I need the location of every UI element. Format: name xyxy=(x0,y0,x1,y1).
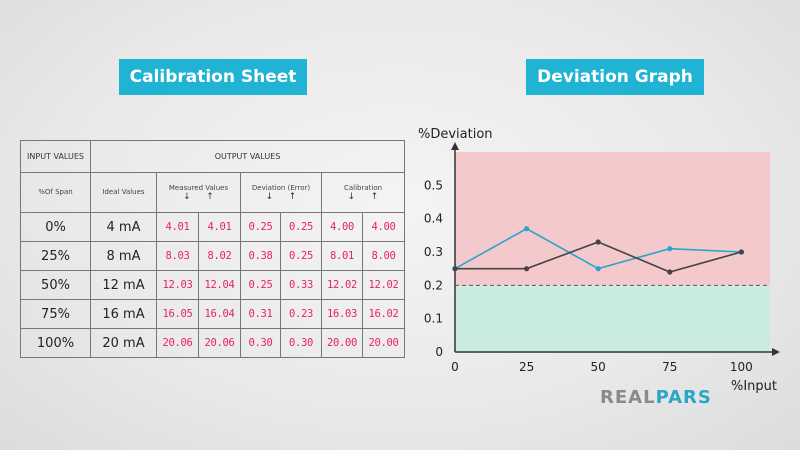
arrow-down-icon: ↓ xyxy=(265,191,274,202)
subheader-calibration: Calibration ↓ ↑ xyxy=(320,172,406,213)
y-tick-label: 0 xyxy=(435,345,443,359)
span-cell: 25% xyxy=(20,241,91,271)
subheader-deviation: Deviation (Error) ↓ ↑ xyxy=(240,172,322,213)
subheader-ideal: Ideal Values xyxy=(90,172,157,213)
below-threshold-region xyxy=(455,285,770,352)
span-cell: 75% xyxy=(20,299,91,329)
measured-up-cell: 4.01 xyxy=(198,212,241,242)
data-point xyxy=(667,246,673,252)
arrow-up-icon: ↑ xyxy=(288,191,297,202)
measured-down-cell: 16.05 xyxy=(156,299,199,329)
measured-up-cell: 12.04 xyxy=(198,270,241,300)
calibration-down-cell: 4.00 xyxy=(321,212,363,242)
data-point xyxy=(595,266,601,272)
y-tick-label: 0.2 xyxy=(424,278,443,292)
deviation-down-cell: 0.25 xyxy=(240,212,281,242)
subheader-measured: Measured Values ↓ ↑ xyxy=(156,172,241,213)
calibration-up-cell: 16.02 xyxy=(361,299,406,329)
deviation-graph-title: Deviation Graph xyxy=(526,59,704,95)
measured-up-cell: 20.06 xyxy=(198,328,241,358)
data-point xyxy=(667,269,673,275)
subheader-span: %Of Span xyxy=(20,172,91,213)
logo-part-real: REAL xyxy=(600,387,656,408)
y-axis-label: %Deviation xyxy=(418,127,493,142)
logo-part-pars: PARS xyxy=(655,387,712,408)
ideal-cell: 16 mA xyxy=(90,299,157,329)
data-point xyxy=(523,226,530,232)
ideal-cell: 20 mA xyxy=(90,328,157,358)
table-row: 25% 8 mA 8.03 8.02 0.38 0.25 8.01 8.00 xyxy=(20,241,406,271)
calibration-down-cell: 20.00 xyxy=(321,328,363,358)
arrow-up-icon: ↑ xyxy=(370,191,379,202)
measured-label: Measured Values xyxy=(168,183,229,192)
data-point xyxy=(595,239,601,245)
data-point xyxy=(452,266,458,272)
x-tick-label: 100 xyxy=(730,360,753,374)
above-threshold-region xyxy=(455,152,770,286)
calibration-table: INPUT VALUES OUTPUT VALUES %Of Span Idea… xyxy=(20,140,406,358)
deviation-label: Deviation (Error) xyxy=(251,183,311,192)
measured-up-cell: 16.04 xyxy=(198,299,241,329)
arrow-down-icon: ↓ xyxy=(347,191,356,202)
table-row: 100% 20 mA 20.06 20.06 0.30 0.30 20.00 2… xyxy=(20,328,406,358)
x-tick-label: 0 xyxy=(451,360,459,374)
arrow-up-icon: ↑ xyxy=(206,191,214,202)
deviation-up-cell: 0.23 xyxy=(280,299,322,329)
table-row: 75% 16 mA 16.05 16.04 0.31 0.23 16.03 16… xyxy=(20,299,406,329)
y-axis-arrow-icon xyxy=(451,142,459,150)
y-tick-label: 0.3 xyxy=(424,245,443,259)
calibration-up-cell: 12.02 xyxy=(361,270,406,300)
calibration-up-cell: 4.00 xyxy=(361,212,406,242)
x-axis-arrow-icon xyxy=(772,348,780,356)
calibration-up-cell: 20.00 xyxy=(361,328,406,358)
ideal-cell: 8 mA xyxy=(90,241,157,271)
realpars-logo: REALPARS xyxy=(600,387,712,408)
y-tick-label: 0.4 xyxy=(424,212,443,226)
arrow-down-icon: ↓ xyxy=(183,191,191,202)
x-axis-label: %Input xyxy=(731,379,777,394)
measured-down-cell: 4.01 xyxy=(156,212,199,242)
deviation-down-cell: 0.31 xyxy=(240,299,281,329)
span-cell: 100% xyxy=(20,328,91,358)
y-tick-label: 0.1 xyxy=(424,312,443,326)
calibration-sheet-title: Calibration Sheet xyxy=(119,59,307,95)
calibration-down-cell: 8.01 xyxy=(321,241,363,271)
data-point xyxy=(523,266,530,272)
calibration-down-cell: 12.02 xyxy=(321,270,363,300)
deviation-down-cell: 0.38 xyxy=(240,241,281,271)
x-tick-label: 50 xyxy=(591,360,606,374)
calibration-label: Calibration xyxy=(343,183,383,192)
x-tick-label: 25 xyxy=(519,360,534,374)
y-tick-label: 0.5 xyxy=(424,178,443,192)
measured-down-cell: 20.06 xyxy=(156,328,199,358)
x-tick-label: 75 xyxy=(662,360,677,374)
ideal-cell: 12 mA xyxy=(90,270,157,300)
deviation-up-cell: 0.30 xyxy=(280,328,322,358)
data-point xyxy=(738,249,744,255)
